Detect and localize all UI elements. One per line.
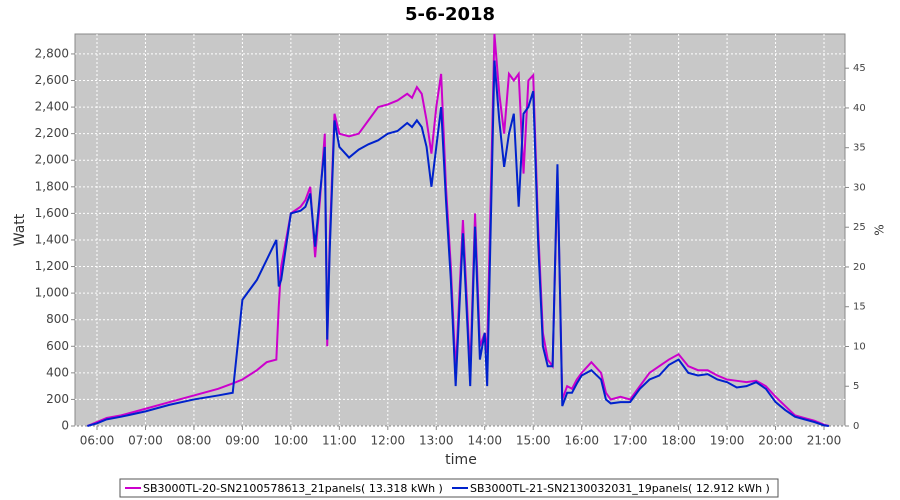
- y2-tick-label: 40: [853, 103, 866, 114]
- x-tick-label: 07:00: [128, 434, 163, 448]
- y-tick-label: 2,200: [35, 126, 69, 140]
- y-tick-label: 1,400: [35, 232, 69, 246]
- x-tick-label: 20:00: [758, 434, 793, 448]
- y2-tick-label: 0: [853, 421, 859, 432]
- series-line: [86, 33, 830, 427]
- chart-title: 5-6-2018: [405, 4, 495, 25]
- y2-tick-label: 15: [853, 302, 866, 313]
- y-tick-label: 1,600: [35, 206, 69, 220]
- x-tick-label: 19:00: [710, 434, 745, 448]
- x-tick-label: 06:00: [80, 434, 115, 448]
- series-line: [87, 60, 829, 427]
- y2-tick-label: 25: [853, 222, 866, 233]
- plot-area: [74, 33, 846, 427]
- x-tick-label: 17:00: [613, 434, 648, 448]
- y-tick-label: 1,800: [35, 179, 69, 193]
- x-tick-label: 11:00: [322, 434, 357, 448]
- y2-tick-label: 10: [853, 341, 866, 352]
- y-tick-label: 1,000: [35, 286, 69, 300]
- y2-tick-label: 30: [853, 182, 866, 193]
- x-tick-label: 14:00: [467, 434, 502, 448]
- y-tick-label: 400: [46, 365, 69, 379]
- y2-axis-label: %: [873, 224, 887, 235]
- y2-tick-label: 20: [853, 262, 866, 273]
- legend-label: SB3000TL-21-SN2130032031_19panels( 12.91…: [470, 482, 770, 495]
- y-tick-label: 1,200: [35, 259, 69, 273]
- y-tick-label: 200: [46, 392, 69, 406]
- x-tick-label: 18:00: [661, 434, 696, 448]
- y-tick-label: 2,000: [35, 153, 69, 167]
- legend: [119, 478, 779, 498]
- y2-tick-label: 35: [853, 143, 866, 154]
- y-axis-label: Watt: [12, 213, 28, 246]
- legend-label: SB3000TL-20-SN2100578613_21panels( 13.31…: [143, 482, 443, 495]
- x-tick-label: 21:00: [807, 434, 842, 448]
- y-tick-label: 2,600: [35, 73, 69, 87]
- x-tick-label: 10:00: [274, 434, 309, 448]
- y-tick-label: 2,400: [35, 100, 69, 114]
- x-tick-label: 13:00: [419, 434, 454, 448]
- y-tick-label: 800: [46, 312, 69, 326]
- y2-tick-label: 5: [853, 381, 859, 392]
- y-tick-label: 600: [46, 339, 69, 353]
- y-tick-label: 0: [61, 419, 69, 433]
- x-tick-label: 16:00: [564, 434, 599, 448]
- x-tick-label: 12:00: [371, 434, 406, 448]
- x-tick-label: 15:00: [516, 434, 551, 448]
- x-axis-label: time: [445, 452, 477, 468]
- x-tick-label: 08:00: [177, 434, 212, 448]
- x-tick-label: 09:00: [225, 434, 260, 448]
- y-tick-label: 2,800: [35, 46, 69, 60]
- y2-tick-label: 45: [853, 63, 866, 74]
